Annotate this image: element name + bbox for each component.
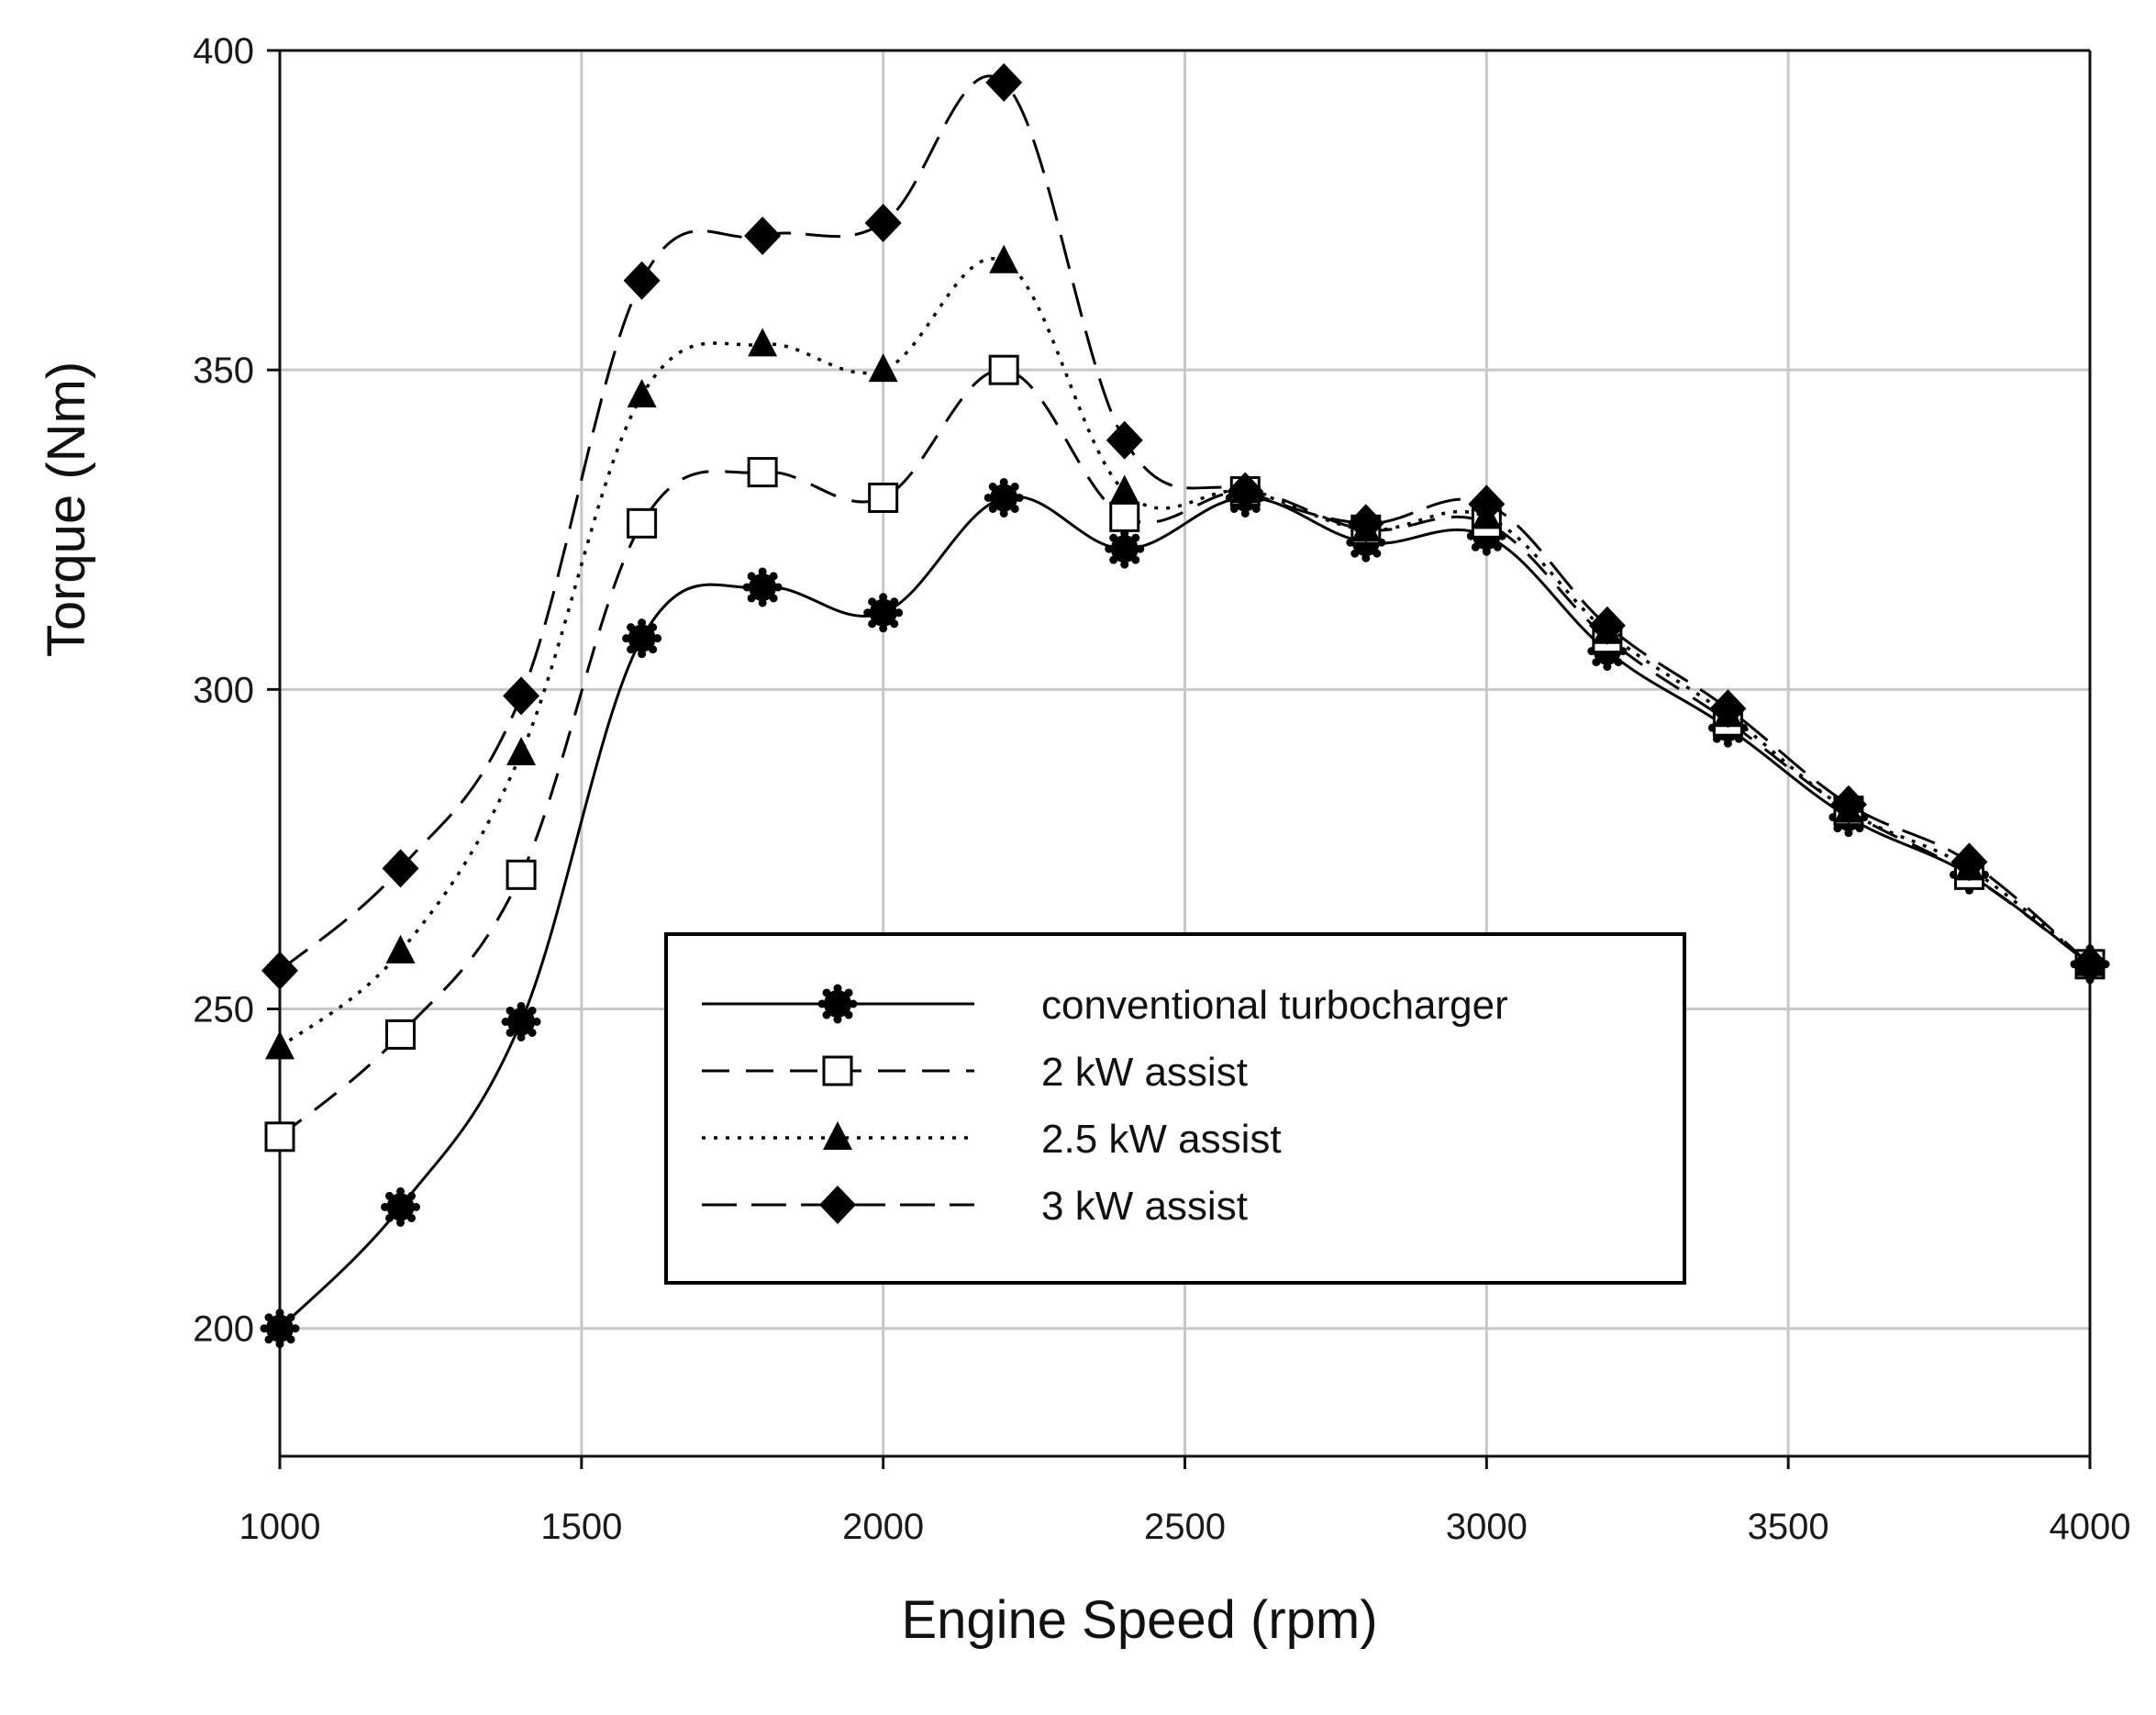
legend-label: 3 kW assist	[1041, 1184, 1248, 1229]
x-tick-label: 3500	[1748, 1507, 1829, 1547]
series-line	[279, 74, 2091, 972]
data-point	[264, 1121, 295, 1153]
data-point	[1105, 529, 1145, 569]
data-point	[503, 676, 540, 716]
data-point	[385, 1019, 417, 1050]
x-tick-label: 3000	[1446, 1507, 1528, 1547]
data-point	[1829, 785, 1867, 824]
y-tick-label: 300	[193, 670, 254, 710]
legend-marker	[822, 1055, 853, 1086]
data-point	[381, 1186, 421, 1227]
axes-layer: 1000 1500 2000 2500 3000 3500 4000 200 250 300 350…	[193, 31, 2130, 1547]
data-point	[863, 593, 904, 633]
data-point	[989, 244, 1019, 273]
data-point	[265, 1030, 295, 1060]
series-3	[261, 62, 2108, 990]
data-point	[747, 457, 778, 488]
data-point	[1709, 689, 1747, 729]
legend-label: 2.5 kW assist	[1041, 1117, 1282, 1162]
data-point	[864, 204, 902, 243]
data-point	[1227, 472, 1264, 511]
data-point	[868, 353, 898, 383]
data-point	[1106, 420, 1143, 460]
x-axis-title: Engine Speed (rpm)	[901, 1590, 1377, 1650]
legend-label: conventional turbocharger	[1041, 983, 1508, 1028]
data-point	[506, 737, 537, 765]
data-point	[382, 849, 419, 888]
y-tick-label: 200	[193, 1309, 254, 1350]
data-point	[985, 62, 1023, 102]
data-point	[1588, 606, 1626, 645]
x-tick-label: 4000	[2050, 1507, 2131, 1547]
data-point	[1347, 504, 1384, 543]
series-layer	[260, 62, 2110, 1349]
data-point	[744, 216, 782, 255]
y-tick-label: 400	[193, 31, 254, 72]
data-point	[506, 859, 537, 890]
data-point	[988, 354, 1019, 385]
legend-marker	[819, 1186, 856, 1224]
data-point	[1109, 501, 1140, 532]
data-point	[622, 618, 662, 659]
legend-marker	[823, 1121, 852, 1150]
legend-label: 2 kW assist	[1041, 1050, 1248, 1095]
data-point	[627, 507, 658, 539]
series-line	[278, 257, 2092, 1049]
data-point	[1468, 484, 1506, 524]
x-tick-label: 2500	[1144, 1507, 1226, 1547]
data-point	[501, 1001, 541, 1041]
legend: conventional turbocharger 2 kW assist 2.5 …	[664, 932, 1686, 1285]
data-point	[2072, 944, 2108, 984]
data-point	[260, 1309, 300, 1349]
y-tick-label: 250	[193, 990, 254, 1030]
y-tick-label: 350	[193, 351, 254, 391]
y-axis-title: Torque (Nm)	[37, 362, 96, 657]
x-tick-label: 2000	[842, 1507, 924, 1547]
data-point	[623, 261, 661, 300]
data-point	[984, 477, 1024, 518]
x-tick-label: 1000	[239, 1507, 321, 1547]
data-point	[742, 567, 783, 607]
data-point	[1109, 474, 1139, 504]
data-point	[385, 934, 416, 963]
x-tick-label: 1500	[540, 1507, 622, 1547]
data-point	[627, 379, 657, 408]
data-point	[748, 328, 778, 357]
data-point	[1950, 842, 1988, 882]
legend-marker	[817, 984, 858, 1024]
data-point	[868, 482, 899, 513]
data-point	[261, 951, 298, 990]
